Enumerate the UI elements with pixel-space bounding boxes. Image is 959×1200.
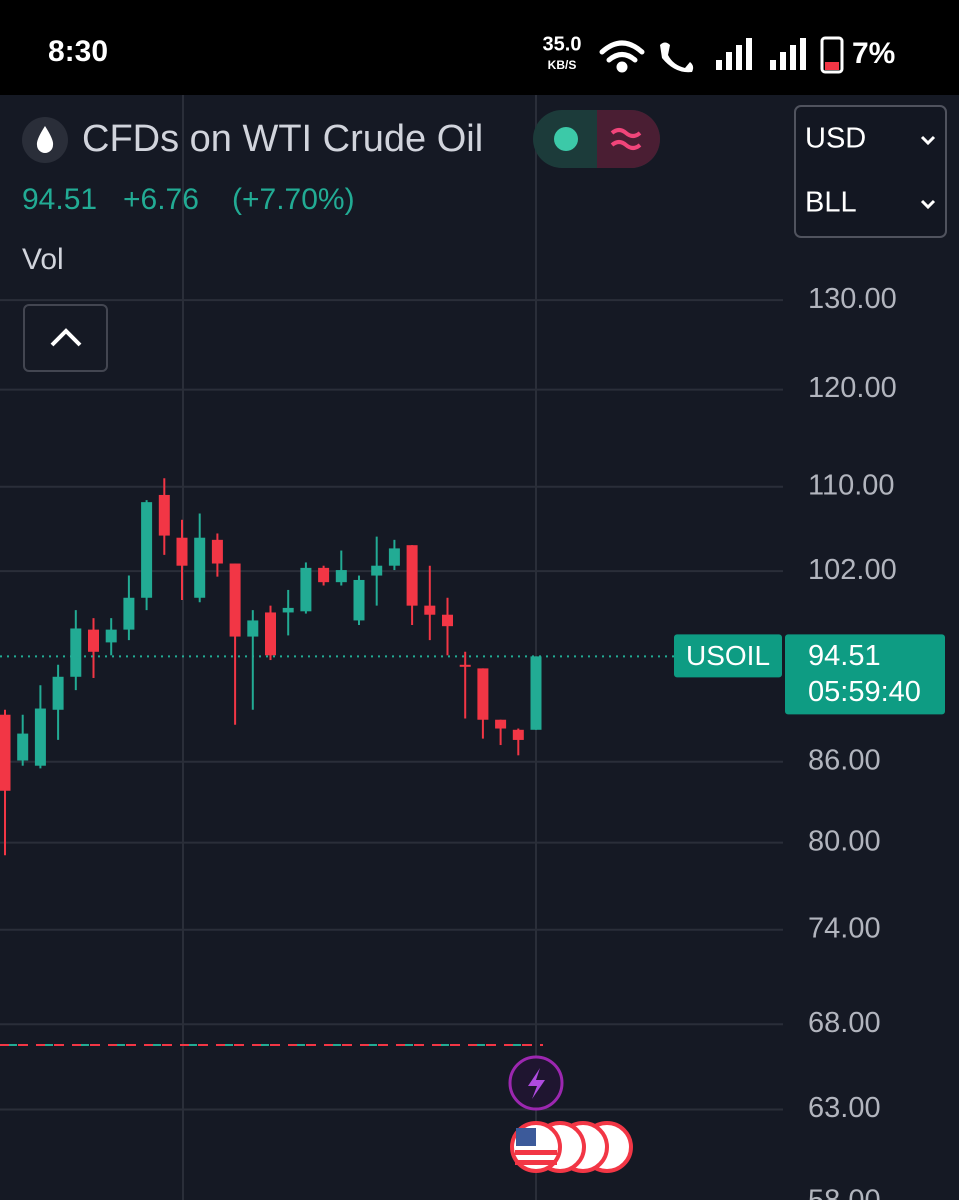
- price-tag: [785, 634, 945, 715]
- battery-level: [825, 62, 839, 70]
- change-pct: (+7.70%): [232, 183, 355, 216]
- battery-icon: [820, 36, 844, 74]
- candle-body: [88, 629, 99, 652]
- toggle-right: [597, 110, 660, 168]
- candle-body: [530, 656, 542, 730]
- time: 8:30: [48, 35, 108, 68]
- candle-body: [211, 539, 223, 564]
- countdown-label: 05:59:40: [808, 676, 921, 708]
- drop-icon: [36, 126, 54, 153]
- y-tick-label: 102.00: [808, 554, 897, 586]
- collapse-button[interactable]: [23, 304, 108, 372]
- signal-icon: [716, 38, 806, 70]
- y-tick-label: 68.00: [808, 1007, 881, 1039]
- symbol-tag: [674, 634, 782, 678]
- candle-body: [371, 565, 383, 576]
- status-bar: [0, 0, 959, 95]
- flag-icons[interactable]: [510, 1121, 633, 1173]
- candle-body: [34, 708, 46, 766]
- candle-body: [52, 676, 64, 710]
- candle-body: [0, 714, 11, 791]
- candle-body: [17, 733, 29, 761]
- candle-body: [265, 612, 276, 656]
- symbol-label: USOIL: [686, 640, 770, 671]
- candle-body: [495, 719, 507, 729]
- candle-body: [123, 597, 135, 630]
- candle-body: [194, 537, 206, 598]
- y-tick-label: 80.00: [808, 825, 881, 857]
- y-tick-label: 130.00: [808, 283, 897, 315]
- candle-body: [335, 570, 347, 583]
- candle-body: [70, 628, 82, 677]
- candle-body: [247, 620, 259, 637]
- y-tick-label: 110.00: [808, 469, 895, 501]
- chevron-down: [920, 135, 936, 146]
- candle-body: [477, 668, 489, 720]
- plot: [0, 95, 783, 1200]
- y-tick-label: 63.00: [808, 1092, 881, 1124]
- unit[interactable]: BLL: [805, 187, 857, 219]
- speed: 35.0: [543, 33, 582, 55]
- chevron-down: [920, 199, 936, 210]
- speed-unit: KB/S: [548, 58, 577, 72]
- currency[interactable]: USD: [805, 123, 866, 155]
- chevron-up: [50, 328, 82, 347]
- indicator: Vol: [22, 243, 64, 276]
- candle-body: [406, 545, 418, 606]
- candle-body: [512, 729, 524, 740]
- candle-body: [105, 629, 117, 643]
- candle-body: [459, 664, 471, 667]
- candle-body: [176, 537, 188, 566]
- battery: 7%: [852, 37, 895, 70]
- candle-body: [353, 579, 365, 621]
- toggle-dot: [554, 127, 578, 151]
- y-tick-label: 58.00: [808, 1185, 881, 1200]
- change: +6.76: [123, 183, 199, 216]
- y-tick-label: 120.00: [808, 372, 897, 404]
- lightning-icon: [528, 1068, 545, 1099]
- unit-box: [794, 105, 947, 238]
- candle-body: [141, 502, 153, 598]
- candle-body: [424, 605, 436, 615]
- y-tick-label: 86.00: [808, 744, 881, 776]
- candle-body: [282, 607, 294, 613]
- candle-body: [229, 563, 241, 637]
- candle-body: [318, 567, 330, 583]
- candle-body: [388, 548, 400, 566]
- call-icon: [660, 42, 694, 73]
- wifi-icon: [599, 40, 645, 73]
- title: CFDs on WTI Crude Oil: [82, 118, 483, 160]
- wave-icon: [610, 128, 642, 150]
- price-label: 94.51: [808, 640, 881, 672]
- price: 94.51: [22, 183, 97, 216]
- y-tick-label: 74.00: [808, 912, 881, 944]
- candle-body: [158, 494, 170, 536]
- candle-body: [442, 614, 453, 627]
- candle-body: [300, 567, 312, 612]
